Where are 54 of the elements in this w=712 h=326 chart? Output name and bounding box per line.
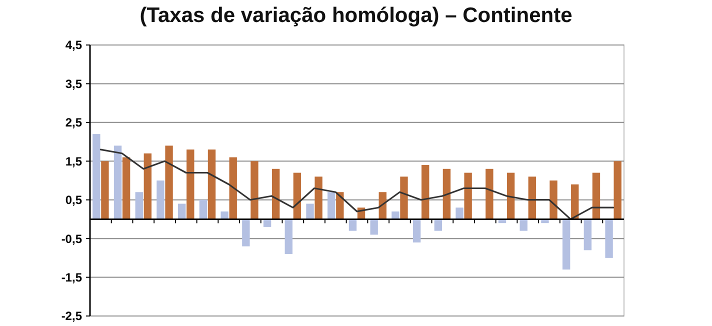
y-tick-label: 2,5 xyxy=(65,116,82,130)
bar xyxy=(284,219,292,254)
bar xyxy=(156,180,164,220)
chart-title: (Taxas de variação homóloga) – Continente xyxy=(140,4,572,27)
y-tick-label: 0,5 xyxy=(65,193,82,208)
bar xyxy=(272,168,280,220)
bar xyxy=(348,219,357,231)
bar xyxy=(422,165,430,220)
bar xyxy=(199,200,208,220)
y-tick-label: 1,5 xyxy=(65,154,82,168)
bar xyxy=(242,219,250,246)
y-tick-label: 4,5 xyxy=(65,38,82,52)
bar xyxy=(412,219,421,242)
bar xyxy=(186,150,194,220)
bar xyxy=(328,192,336,220)
bar xyxy=(400,176,408,220)
bar xyxy=(122,157,130,220)
bar xyxy=(250,161,258,220)
bar xyxy=(550,180,558,220)
bar xyxy=(314,176,322,220)
bar xyxy=(442,168,451,220)
bar xyxy=(434,219,442,231)
bar xyxy=(229,157,237,220)
y-tick-label: -0,5 xyxy=(61,232,82,246)
bar xyxy=(135,192,143,220)
bar xyxy=(584,219,592,250)
bar xyxy=(370,219,378,235)
bar xyxy=(520,219,528,231)
bar xyxy=(144,153,152,220)
bar xyxy=(101,161,109,220)
bar xyxy=(220,211,228,220)
y-tick-label: -2,5 xyxy=(61,309,82,324)
bar xyxy=(392,211,400,220)
y-tick-label: 3,5 xyxy=(65,76,82,91)
bar xyxy=(592,172,600,220)
bar xyxy=(92,134,100,220)
bar xyxy=(306,204,314,220)
bar xyxy=(293,172,302,220)
bar xyxy=(528,176,536,220)
line-series xyxy=(100,148,614,220)
bar xyxy=(614,161,622,220)
bar xyxy=(464,172,472,220)
bar xyxy=(571,184,579,220)
bar xyxy=(178,204,186,220)
bar xyxy=(208,150,216,220)
bar xyxy=(605,219,613,258)
bar xyxy=(165,146,173,220)
y-tick-label: -1,5 xyxy=(61,270,82,284)
bar xyxy=(456,208,464,220)
bar xyxy=(562,219,570,270)
bar xyxy=(336,192,344,220)
bar xyxy=(486,168,494,220)
bar xyxy=(114,146,122,220)
bar xyxy=(506,172,515,220)
